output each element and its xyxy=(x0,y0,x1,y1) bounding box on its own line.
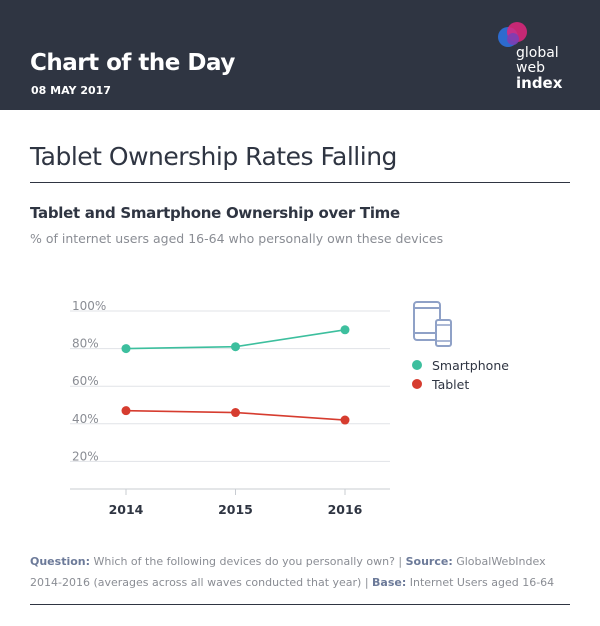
chart-subtitle: % of internet users aged 16-64 who perso… xyxy=(30,231,444,246)
y-tick-label: 20% xyxy=(72,449,99,463)
logo-wordmark: global web index xyxy=(516,46,562,91)
source-label: Source: xyxy=(405,555,453,568)
header-title: Chart of the Day xyxy=(30,50,235,76)
y-tick-label: 80% xyxy=(72,337,99,351)
base-label: Base: xyxy=(372,576,407,589)
logo-line-web: web xyxy=(516,60,545,76)
x-tick-label: 2016 xyxy=(328,502,363,517)
footnote: Question: Which of the following devices… xyxy=(30,551,575,593)
logo-line-index: index xyxy=(516,74,563,92)
base-text: Internet Users aged 16-64 xyxy=(406,576,555,589)
x-tick-label: 2015 xyxy=(218,502,253,517)
globalwebindex-logo: global web index xyxy=(496,18,586,98)
footer-divider xyxy=(30,604,570,605)
header-date: 08 MAY 2017 xyxy=(31,84,111,97)
title-divider xyxy=(30,182,570,183)
devices-icon xyxy=(413,301,452,347)
question-text: Which of the following devices do you pe… xyxy=(90,555,406,568)
y-tick-label: 60% xyxy=(72,374,99,388)
legend-item-smartphone: Smartphone xyxy=(412,356,509,374)
y-tick-label: 100% xyxy=(72,299,106,313)
chart-legend: Smartphone Tablet xyxy=(412,300,572,400)
legend-label-tablet: Tablet xyxy=(432,376,470,392)
y-tick-label: 40% xyxy=(72,412,99,426)
logo-circles-icon xyxy=(498,22,527,47)
data-point-tablet-2014 xyxy=(121,406,131,416)
legend-swatch-smartphone xyxy=(412,360,422,370)
legend-swatch-tablet xyxy=(412,379,422,389)
question-label: Question: xyxy=(30,555,91,568)
data-point-smartphone-2016 xyxy=(340,325,350,335)
x-tick-label: 2014 xyxy=(109,502,144,517)
chart-title: Tablet and Smartphone Ownership over Tim… xyxy=(30,204,400,222)
data-point-tablet-2016 xyxy=(340,415,350,425)
data-point-smartphone-2014 xyxy=(121,344,131,354)
legend-item-tablet: Tablet xyxy=(412,375,469,393)
header-banner: Chart of the Day 08 MAY 2017 global web … xyxy=(0,0,600,110)
data-point-tablet-2015 xyxy=(231,408,240,418)
page-title: Tablet Ownership Rates Falling xyxy=(30,142,397,171)
logo-line-global: global xyxy=(516,45,559,61)
source-text: GlobalWebIndex 2014-2016 (averages acros… xyxy=(30,555,546,589)
legend-label-smartphone: Smartphone xyxy=(432,357,509,373)
data-point-smartphone-2015 xyxy=(231,342,240,352)
